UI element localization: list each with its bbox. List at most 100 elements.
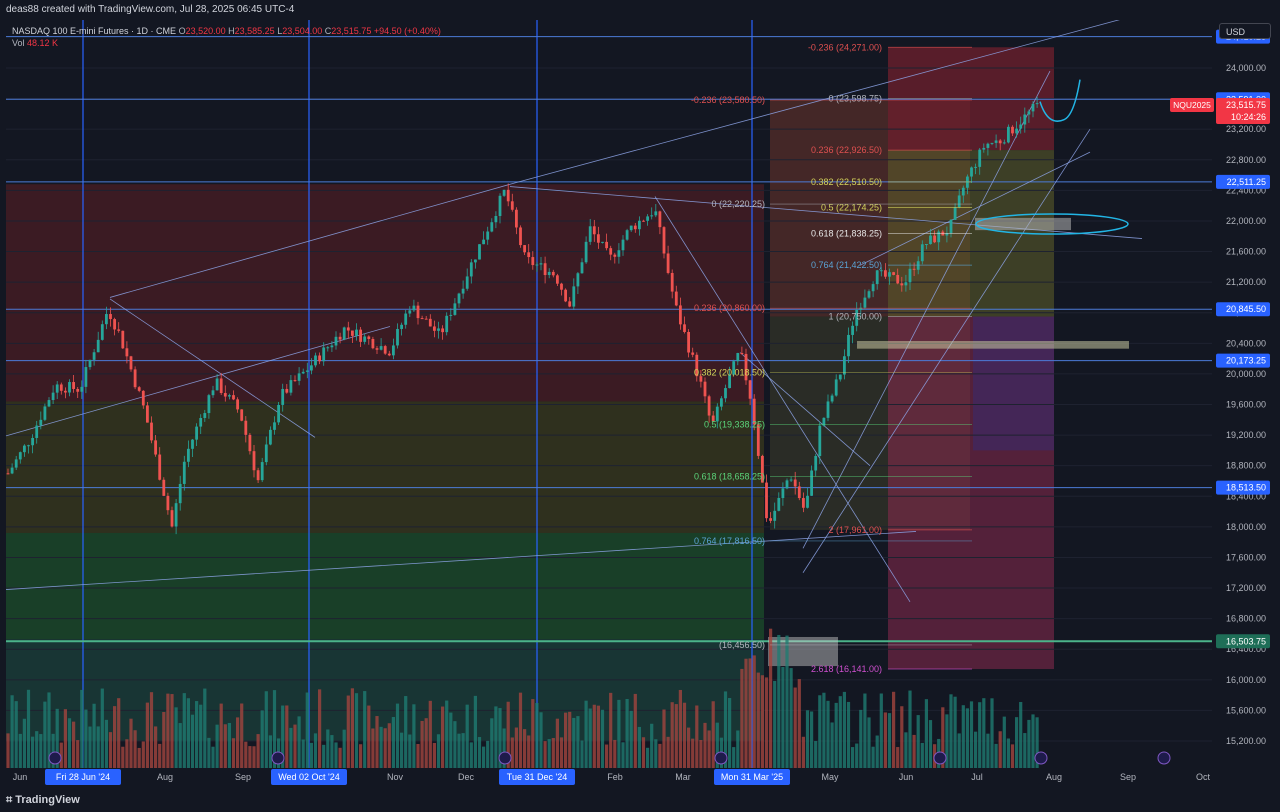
price-tick-label: 20,400.00: [1226, 338, 1266, 348]
price-level-tag: [1216, 302, 1270, 317]
volume-bar: [461, 733, 465, 768]
currency-button[interactable]: USD: [1219, 23, 1271, 39]
candle-body: [285, 388, 289, 393]
candle-body: [191, 439, 194, 449]
close-label: C: [324, 26, 332, 36]
zone-box-1: [857, 341, 1129, 349]
time-tick-label: Feb: [607, 772, 623, 782]
candle-body: [330, 345, 334, 348]
volume-bar: [859, 709, 863, 768]
candle-body: [531, 257, 535, 266]
volume-bar: [219, 703, 223, 768]
candle-body: [96, 339, 100, 353]
candle-body: [912, 268, 916, 270]
volume-bar: [871, 746, 875, 768]
price-tick-label: 22,400.00: [1226, 185, 1266, 195]
volume-bar: [154, 726, 158, 768]
event-icon[interactable]: [498, 751, 512, 765]
candle-body: [904, 282, 908, 286]
date-marker-tag: [45, 769, 121, 785]
volume-bar: [785, 635, 789, 768]
event-icon[interactable]: [1157, 751, 1171, 765]
volume-bar: [408, 734, 412, 768]
volume-bar: [158, 743, 162, 768]
volume-bar: [297, 716, 301, 768]
candle-body: [715, 406, 719, 422]
candle-body: [687, 331, 690, 353]
volume-bar: [867, 717, 871, 768]
candle-body: [875, 270, 879, 285]
trend-line: [802, 70, 1051, 549]
event-icon[interactable]: [1034, 751, 1048, 765]
time-tick-label: Sep: [235, 772, 251, 782]
candle-body: [810, 470, 813, 496]
zone-box-2: [975, 217, 1071, 231]
candle-body: [269, 429, 272, 445]
candle-body: [137, 387, 141, 391]
volume-bar: [1027, 719, 1031, 768]
volume-bar: [121, 746, 125, 768]
volume-bar: [703, 722, 707, 768]
candle-body: [633, 225, 637, 230]
volume-bar: [518, 692, 523, 768]
volume-bar: [637, 726, 641, 768]
candle-body: [334, 336, 338, 346]
volume-bar: [215, 724, 219, 768]
high-value: 23,585.25: [234, 26, 275, 36]
candle-body: [867, 291, 871, 298]
candle-body: [207, 395, 211, 414]
candle-body: [326, 347, 330, 349]
volume-bar: [92, 703, 96, 768]
volume-bar: [88, 726, 92, 768]
volume-bar: [469, 742, 473, 768]
price-level-tag-label: 16,503.75: [1226, 636, 1266, 646]
volume-bar: [584, 700, 588, 768]
candle-body: [908, 268, 912, 283]
volume-bar: [851, 747, 855, 768]
time-tick-label: Sep: [1120, 772, 1136, 782]
candle-body: [502, 189, 506, 196]
volume-bar: [728, 698, 732, 768]
fib-right-label: -0.236 (24,271.00): [808, 42, 882, 52]
volume-bar: [305, 692, 309, 768]
candle-body: [469, 262, 473, 277]
candle-body: [297, 373, 301, 381]
candle-body: [654, 211, 658, 216]
price-axis[interactable]: [1212, 20, 1280, 788]
volume-bar: [805, 710, 810, 768]
candle-body: [703, 381, 707, 397]
volume-bar: [510, 737, 514, 768]
volume-bar: [945, 714, 949, 768]
time-axis[interactable]: [0, 768, 1212, 788]
volume-bar: [621, 742, 625, 768]
candle-body: [64, 390, 67, 393]
candle-body: [486, 231, 490, 240]
volume-bar: [457, 733, 461, 768]
volume-bar: [285, 705, 289, 768]
volume-bar: [252, 746, 256, 768]
volume-bar: [223, 724, 227, 768]
volume-bar: [855, 743, 859, 768]
candle-body: [474, 259, 477, 263]
volume-bar: [346, 695, 350, 768]
volume-bar: [908, 690, 912, 768]
candle-body: [293, 380, 297, 382]
event-icon[interactable]: [933, 751, 947, 765]
volume-bar: [281, 705, 285, 768]
volume-bar: [35, 731, 39, 768]
price-level-tag: [1216, 634, 1270, 649]
volume-bar: [838, 696, 842, 768]
price-chart[interactable]: -0.236 (24,271.00) 0 (23,598.75) 0.236 (22…: [0, 20, 1280, 788]
price-tick-label: 15,200.00: [1226, 736, 1266, 746]
candle-body: [851, 325, 854, 335]
volume-bar: [666, 736, 670, 768]
candle-body: [178, 483, 182, 504]
candle-body: [752, 398, 756, 425]
trend-line: [5, 531, 917, 590]
event-icon[interactable]: [48, 751, 62, 765]
event-icon[interactable]: [714, 751, 728, 765]
volume-bar: [1023, 733, 1027, 768]
event-icon[interactable]: [271, 751, 285, 765]
candle-body: [998, 140, 1002, 144]
candle-body: [510, 201, 514, 210]
